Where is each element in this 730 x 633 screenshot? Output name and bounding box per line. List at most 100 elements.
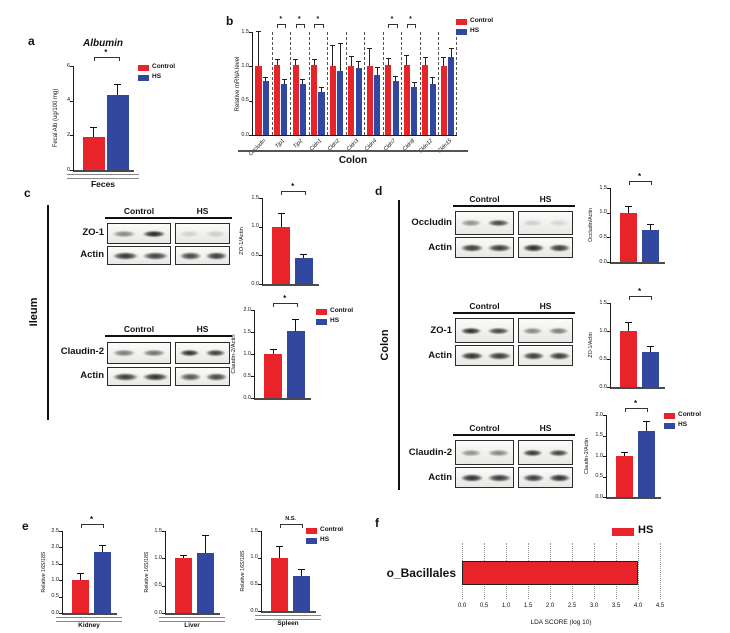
error-cap — [274, 59, 280, 61]
bar-control-cldn3 — [348, 66, 355, 135]
chart-spleen-16s: 0.0 0.5 1.0 1.5 N.S. Relative 16S/18S Spleen Co… — [18, 515, 370, 633]
error-bar — [406, 56, 408, 65]
y-tick-label: 0.5 — [241, 97, 249, 104]
y-tick-label: 1.0 — [241, 63, 249, 70]
bar-hs-cldn4 — [374, 74, 381, 135]
blot-band — [459, 219, 482, 227]
y-tick-mark — [249, 32, 252, 33]
blot-protein-label: ZO-1 — [82, 227, 104, 238]
legend-swatch-hs — [664, 423, 675, 429]
panel-label-c: c — [24, 186, 31, 200]
blot-band — [487, 351, 513, 360]
error-bar — [295, 60, 297, 65]
error-cap — [374, 66, 380, 68]
error-bar — [257, 32, 259, 67]
blot-band — [111, 372, 139, 381]
blot-box-protein — [518, 211, 573, 235]
group-separator — [401, 32, 403, 135]
y-tick-label: 0.5 — [599, 355, 607, 362]
y-tick-mark — [607, 212, 610, 214]
sig-bracket — [628, 296, 653, 300]
y-tick-label: 1.5 — [595, 432, 603, 439]
group-separator — [382, 32, 384, 135]
sig-label: * — [297, 16, 301, 23]
y-tick-label: 0.0 — [243, 394, 251, 401]
blot-box-loading — [175, 367, 230, 386]
blot-col-header-hs: HS — [516, 423, 575, 436]
gridline — [660, 543, 661, 599]
error-cap — [404, 55, 410, 57]
y-tick-label: 1.5 — [599, 184, 607, 191]
y-tick-mark — [259, 198, 262, 199]
y-tick-mark — [251, 354, 254, 355]
blot-col-header-hs: HS — [516, 194, 575, 207]
legend-swatch-control — [456, 19, 467, 25]
group-separator — [345, 32, 347, 135]
error-bar — [369, 49, 371, 67]
blot-band — [522, 243, 546, 252]
blot-band — [141, 349, 167, 357]
sig-bracket — [314, 24, 324, 28]
y-tick-mark — [258, 611, 261, 612]
bar-hs-cldn2 — [337, 71, 344, 135]
y-tick-mark — [258, 531, 261, 532]
legend-label-control: Control — [320, 526, 344, 533]
sig-label: * — [291, 182, 295, 191]
blot-protein-label: Occludin — [411, 217, 452, 228]
y-tick-label: 1.0 — [250, 554, 258, 561]
error-cap-control — [269, 348, 277, 350]
legend-swatch-hs — [316, 319, 327, 325]
y-tick-mark — [59, 531, 62, 532]
bar-hs-tjp1 — [281, 83, 288, 135]
group-separator — [456, 32, 457, 135]
y-tick-mark — [251, 332, 254, 333]
error-bar-hs — [117, 85, 119, 96]
y-tick-label: 0.5 — [251, 252, 259, 259]
panel-label-d: d — [375, 184, 383, 198]
bar-hs-cldn7 — [392, 80, 399, 135]
panel-b: b 0.0 0.5 1.0 1.5 Occludin Tjp1 Tjp2 Cldn1 Cldn2… — [226, 10, 524, 202]
sig-label: * — [316, 16, 320, 23]
y-tick-mark — [251, 398, 254, 399]
blot-col-header-control: Control — [453, 423, 516, 436]
blot-band — [205, 372, 229, 381]
blot-band — [487, 219, 510, 227]
error-bar-control — [280, 214, 282, 227]
error-cap-hs — [98, 544, 106, 546]
panel-e: e 0.0 0.5 1.0 1.5 2.0 2.5 * Relative 16S/18S Kid… — [18, 515, 370, 633]
y-tick-mark — [162, 613, 165, 614]
x-axis-group-line — [238, 150, 468, 152]
blot-band — [522, 473, 546, 482]
bar-control-cldn12 — [422, 64, 429, 135]
plot-area: 0.0 0.5 1.0 1.5 2.0 2.5 3.0 3.5 4.0 4.5 — [458, 543, 664, 609]
error-cap-hs — [297, 568, 305, 570]
blot-col-header-control: Control — [453, 194, 516, 207]
y-tick-mark — [607, 237, 610, 239]
group-separator — [271, 32, 273, 135]
legend-label-control: Control — [152, 63, 176, 70]
y-tick-mark — [59, 563, 62, 565]
error-bar-hs — [303, 254, 305, 259]
x-axis-label: Spleen — [277, 620, 299, 627]
x-axis-underline — [56, 617, 122, 622]
y-tick-label: 0.5 — [599, 234, 607, 241]
y-tick-mark — [603, 456, 606, 457]
colon-bracket-line — [398, 200, 400, 490]
blot-band — [141, 230, 167, 237]
y-tick-mark — [59, 547, 62, 549]
blot-band — [179, 230, 201, 237]
y-tick-mark — [70, 170, 73, 171]
x-tick-label: 0.0 — [457, 603, 467, 609]
plot-area: 0.0 0.5 1.0 1.5 N.S. — [250, 516, 316, 614]
y-tick-label: 1.5 — [154, 527, 162, 534]
error-bar — [313, 60, 315, 65]
y-tick-mark — [59, 580, 62, 582]
sig-label: * — [283, 294, 287, 303]
bar-control — [272, 226, 291, 284]
blot-band — [522, 449, 544, 456]
chart-colon-claudin2: 0.0 0.5 1.0 1.5 2.0 * Claudin-2/Actin Control HS — [372, 182, 730, 516]
sig-bracket — [406, 24, 417, 28]
error-bar-control — [628, 206, 630, 213]
panel-a: a 0 2 4 6 * Fecal Alb (ug/100 mg) Albumin Feces… — [26, 34, 228, 199]
blot-box-loading — [107, 246, 171, 265]
